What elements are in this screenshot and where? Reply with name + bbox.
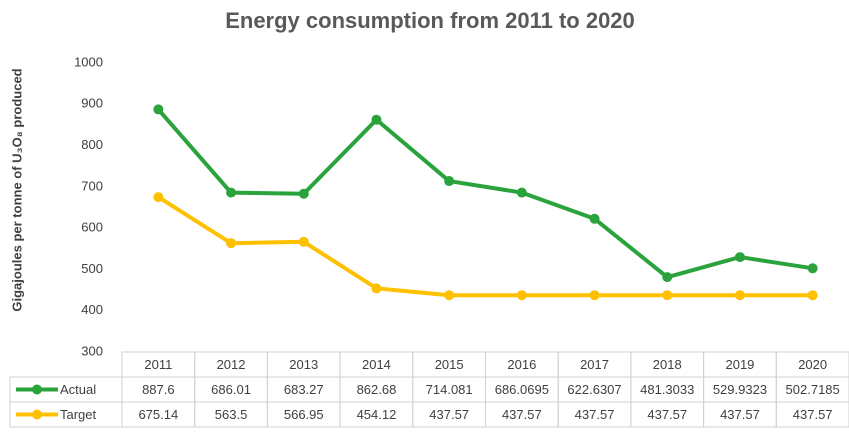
point — [444, 290, 455, 301]
y-tick-label: 300 — [81, 343, 103, 358]
point — [226, 187, 237, 198]
table-value: 563.5 — [215, 407, 248, 422]
y-tick-label: 800 — [81, 137, 103, 152]
table-value: 437.57 — [575, 407, 615, 422]
chart-title: Energy consumption from 2011 to 2020 — [225, 8, 635, 33]
point — [371, 283, 382, 294]
point — [298, 236, 309, 247]
point — [807, 290, 818, 301]
table-value: 714.081 — [426, 382, 473, 397]
point — [226, 238, 237, 249]
table-value: 437.57 — [720, 407, 760, 422]
point — [734, 252, 745, 263]
table-value: 566.95 — [284, 407, 324, 422]
legend-marker — [32, 384, 42, 395]
point — [589, 290, 600, 301]
x-tick-label: 2017 — [580, 357, 609, 372]
point — [734, 290, 745, 301]
table-value: 437.57 — [429, 407, 469, 422]
y-tick-label: 1000 — [74, 54, 103, 69]
x-tick-label: 2011 — [144, 357, 172, 372]
table-value: 862.68 — [357, 382, 397, 397]
x-tick-label: 2018 — [653, 357, 682, 372]
series-line — [157, 195, 813, 298]
point — [371, 114, 382, 125]
legend-label: Actual — [60, 382, 96, 397]
x-tick-label: 2012 — [217, 357, 246, 372]
table-value: 686.0695 — [495, 382, 549, 397]
y-tick-label: 600 — [81, 220, 103, 235]
table-value: 437.57 — [647, 407, 687, 422]
point — [662, 290, 673, 301]
table-value: 887.6 — [142, 382, 175, 397]
point — [298, 188, 309, 199]
table-value: 481.3033 — [640, 382, 694, 397]
legend-label: Target — [60, 407, 97, 422]
point — [153, 192, 164, 203]
x-tick-label: 2013 — [289, 357, 318, 372]
point — [589, 213, 600, 224]
y-tick-label: 500 — [81, 261, 103, 276]
table-value: 502.7185 — [786, 382, 840, 397]
table-value: 675.14 — [138, 407, 178, 422]
x-tick-label: 2015 — [435, 357, 464, 372]
x-tick-label: 2020 — [798, 357, 827, 372]
point — [153, 104, 164, 115]
point — [516, 290, 527, 301]
y-tick-label: 400 — [81, 302, 103, 317]
point — [516, 187, 527, 198]
table-value: 622.6307 — [567, 382, 621, 397]
y-axis-label: Gigajoules per tonne of U₃O₈ produced — [9, 68, 24, 311]
x-tick-label: 2014 — [362, 357, 391, 372]
table-value: 454.12 — [357, 407, 397, 422]
x-tick-label: 2016 — [507, 357, 536, 372]
table-value: 686.01 — [211, 382, 251, 397]
point — [444, 176, 455, 187]
table-value: 683.27 — [284, 382, 324, 397]
y-tick-label: 700 — [81, 178, 103, 193]
y-tick-label: 900 — [81, 96, 103, 111]
legend-marker — [32, 409, 42, 420]
table-value: 529.9323 — [713, 382, 767, 397]
series-line — [156, 108, 813, 280]
point — [807, 263, 818, 274]
table-value: 437.57 — [793, 407, 833, 422]
table-value: 437.57 — [502, 407, 542, 422]
x-tick-label: 2019 — [725, 357, 754, 372]
point — [662, 272, 673, 283]
